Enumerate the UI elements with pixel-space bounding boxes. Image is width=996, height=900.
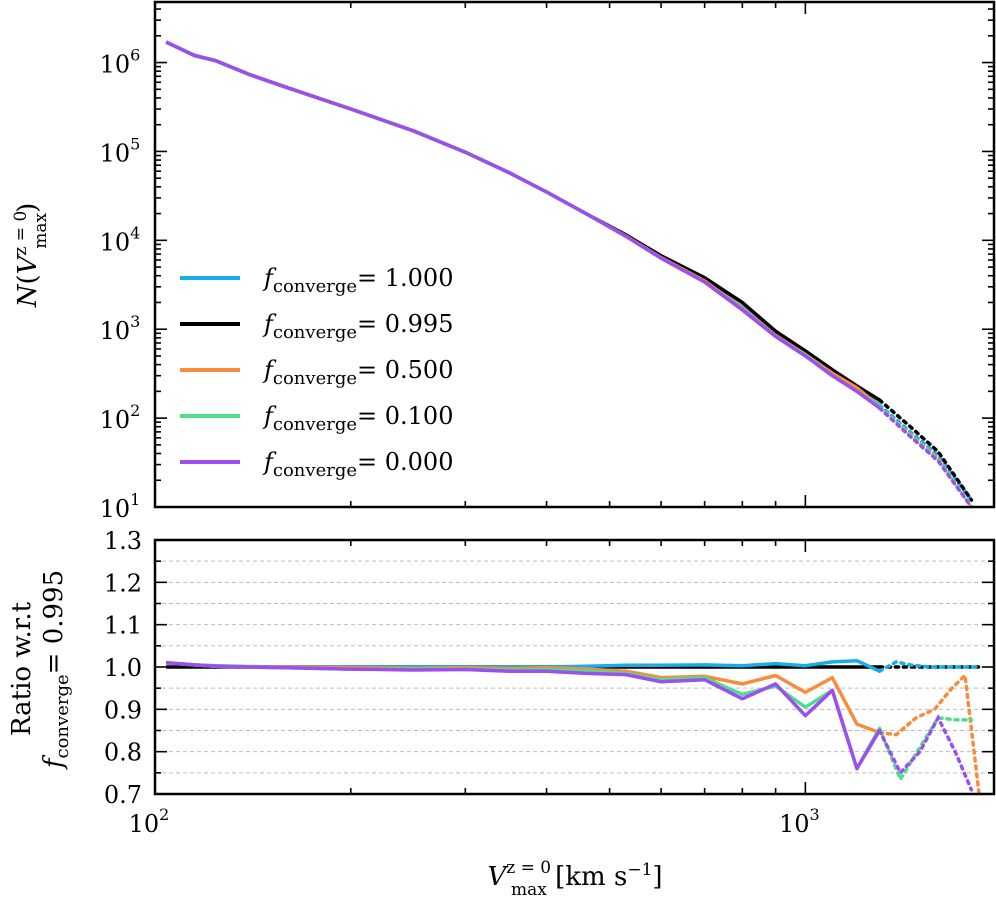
top-y-axis-label: N(Vz = 0max) bbox=[11, 203, 51, 309]
top-series-2 bbox=[165, 40, 881, 408]
bottom-y-tick-label: 1.0 bbox=[104, 654, 142, 682]
bottom-series-3-extrapolated bbox=[877, 715, 974, 784]
bottom-series-3 bbox=[165, 661, 882, 771]
y-tick-label: 101 bbox=[100, 490, 141, 523]
y-tick-label: 102 bbox=[100, 401, 141, 434]
top-series-1 bbox=[165, 40, 881, 402]
bottom-series-4-extrapolated bbox=[877, 714, 974, 792]
bottom-panel-series bbox=[165, 658, 981, 794]
x-tick-label: 102 bbox=[129, 805, 170, 838]
bottom-y-tick-label: 0.9 bbox=[104, 696, 142, 724]
bottom-panel-ticks: 102 103 0.7 0.8 0.9 1.0 1.1 1.2 1.3 bbox=[104, 527, 994, 838]
top-panel-ticks: 101 102 103 104 105 106 bbox=[100, 2, 994, 523]
x-axis-label: Vz = 0 max [km s−1] bbox=[487, 858, 662, 900]
top-series-0 bbox=[165, 40, 881, 407]
bottom-series-0-extrapolated bbox=[877, 660, 981, 673]
bottom-panel-frame bbox=[153, 538, 996, 796]
bottom-series-2-extrapolated bbox=[877, 671, 981, 794]
top-series-4 bbox=[165, 40, 881, 410]
bottom-y-tick-label: 0.8 bbox=[104, 739, 142, 767]
y-tick-label: 105 bbox=[100, 134, 141, 167]
legend-label-4: fconverge= 0.000 bbox=[262, 448, 453, 481]
legend-label-3: fconverge= 0.100 bbox=[262, 402, 453, 435]
y-tick-label: 104 bbox=[100, 223, 141, 256]
top-series-3 bbox=[165, 40, 881, 408]
bottom-y-tick-label: 1.2 bbox=[104, 569, 142, 597]
top-panel-frame bbox=[153, 0, 996, 509]
bottom-series-4 bbox=[165, 661, 882, 771]
y-tick-label: 106 bbox=[100, 46, 141, 79]
y-tick-label: 103 bbox=[100, 312, 141, 345]
top-series-4-extrapolated bbox=[877, 406, 974, 507]
legend-label-2: fconverge= 0.500 bbox=[262, 356, 453, 389]
x-tick-label: 103 bbox=[779, 805, 820, 838]
bottom-y-tick-label: 1.1 bbox=[104, 612, 142, 640]
top-panel-series bbox=[165, 40, 974, 507]
bottom-y-axis-label-line2: fconverge= 0.995 bbox=[39, 570, 73, 770]
legend: fconverge= 1.000 fconverge= 0.995 fconverg… bbox=[180, 264, 453, 481]
bottom-y-axis-label-line1: Ratio w.r.t bbox=[7, 601, 37, 736]
bottom-series-2 bbox=[165, 661, 881, 735]
bottom-y-tick-label: 0.7 bbox=[104, 781, 142, 809]
top-series-1-extrapolated bbox=[877, 398, 974, 502]
legend-label-0: fconverge= 1.000 bbox=[262, 264, 453, 297]
legend-label-1: fconverge= 0.995 bbox=[262, 310, 453, 343]
bottom-y-tick-label: 1.3 bbox=[104, 527, 142, 555]
